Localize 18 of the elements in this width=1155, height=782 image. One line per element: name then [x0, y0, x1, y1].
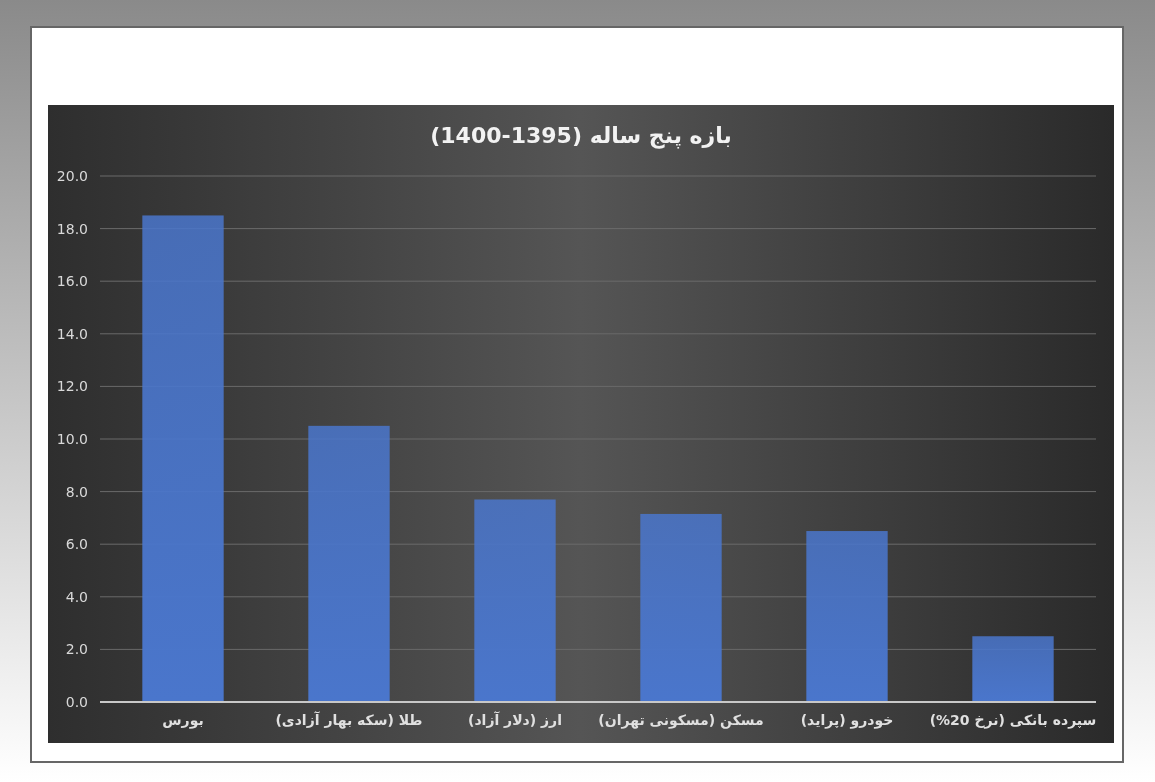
x-tick-label: سپرده بانکی (نرخ 20%)	[929, 712, 1097, 729]
x-tick-label: بورس	[162, 712, 204, 729]
x-tick-label: مسکن (مسکونی تهران)	[598, 712, 764, 729]
y-tick-label: 10.0	[56, 431, 88, 447]
y-tick-label: 20.0	[56, 168, 88, 184]
y-tick-label: 18.0	[56, 220, 88, 237]
y-tick-label: 6.0	[65, 536, 88, 553]
x-tick-label: طلا (سکه بهار آزادی)	[275, 711, 423, 729]
x-tick-label: خودرو (پراید)	[800, 712, 894, 729]
y-tick-label: 16.0	[56, 273, 88, 290]
y-tick-label: 12.0	[56, 378, 88, 395]
y-tick-label: 8.0	[65, 483, 88, 500]
y-tick-label: 0.0	[65, 694, 88, 710]
chart-title: بازه پنج ساله (1395-1400)	[430, 123, 732, 149]
x-tick-label: ارز (دلار آزاد)	[468, 711, 562, 728]
y-tick-label: 14.0	[56, 325, 88, 342]
y-tick-label: 2.0	[65, 641, 88, 658]
y-tick-label: 4.0	[65, 588, 88, 605]
